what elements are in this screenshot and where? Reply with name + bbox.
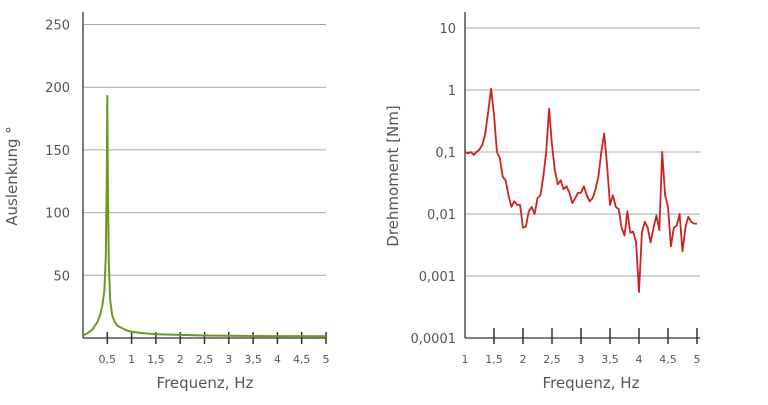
torque-x-tick-label: 2,5 [543, 353, 561, 366]
amplitude-y-tick-label: 250 [45, 19, 70, 34]
torque-x-tick-label: 4 [636, 353, 643, 366]
torque-y-tick-label: 0,001 [419, 270, 456, 285]
torque-y-tick-label: 0,0001 [411, 332, 457, 347]
amplitude-series-line [82, 95, 327, 338]
amplitude-y-tick-label: 150 [45, 144, 70, 159]
torque-x-axis-title: Frequenz, Hz [543, 374, 640, 392]
amplitude-x-tick-label: 5 [323, 353, 330, 366]
amplitude-x-tick-label: 2,5 [196, 353, 214, 366]
amplitude-y-tick-label: 100 [45, 207, 70, 222]
torque-y-tick-labels: 0,0001 0,001 0,01 0,1 1 10 [411, 22, 457, 347]
amplitude-y-tick-label: 50 [53, 269, 70, 284]
torque-x-tick-label: 2 [520, 353, 527, 366]
torque-y-tick-label: 0,01 [427, 208, 456, 223]
torque-series-line [464, 87, 697, 293]
amplitude-x-tick-label: 0,5 [99, 353, 117, 366]
torque-grid [465, 27, 700, 277]
amplitude-x-tick-label: 3 [225, 353, 232, 366]
torque-x-tick-label: 3,5 [601, 353, 619, 366]
amplitude-x-tick-label: 1 [128, 353, 135, 366]
torque-x-tick-label: 1,5 [485, 353, 503, 366]
torque-x-tick-label: 1 [462, 353, 469, 366]
amplitude-y-axis-title: Auslenkung ° [3, 126, 21, 226]
amplitude-x-tick-labels: 0,5 1 1,5 2 2,5 3 3,5 4 4,5 5 [99, 353, 330, 366]
amplitude-grid [83, 24, 326, 276]
torque-y-axis-title: Drehmoment [Nm] [384, 105, 402, 246]
torque-x-tick-label: 4,5 [659, 353, 677, 366]
amplitude-x-tick-label: 2 [177, 353, 184, 366]
torque-x-tick-label: 3 [578, 353, 585, 366]
amplitude-x-tick-label: 3,5 [244, 353, 262, 366]
torque-y-tick-label: 0,1 [435, 146, 456, 161]
amplitude-chart: 50 100 150 200 250 0,5 1 1,5 2 2,5 3 3,5 4 4,5 5 Freq… [3, 12, 330, 392]
torque-x-tick-label: 5 [694, 353, 701, 366]
torque-x-tick-marks [493, 328, 698, 344]
amplitude-x-tick-label: 4,5 [293, 353, 311, 366]
amplitude-x-axis-title: Frequenz, Hz [157, 374, 254, 392]
amplitude-y-tick-label: 200 [45, 81, 70, 96]
torque-y-tick-label: 10 [439, 22, 456, 37]
amplitude-y-tick-labels: 50 100 150 200 250 [45, 19, 70, 285]
torque-y-tick-label: 1 [448, 84, 456, 99]
amplitude-x-tick-label: 4 [274, 353, 281, 366]
torque-x-tick-labels: 1 1,5 2 2,5 3 3,5 4 4,5 5 [462, 353, 701, 366]
amplitude-x-tick-label: 1,5 [147, 353, 165, 366]
